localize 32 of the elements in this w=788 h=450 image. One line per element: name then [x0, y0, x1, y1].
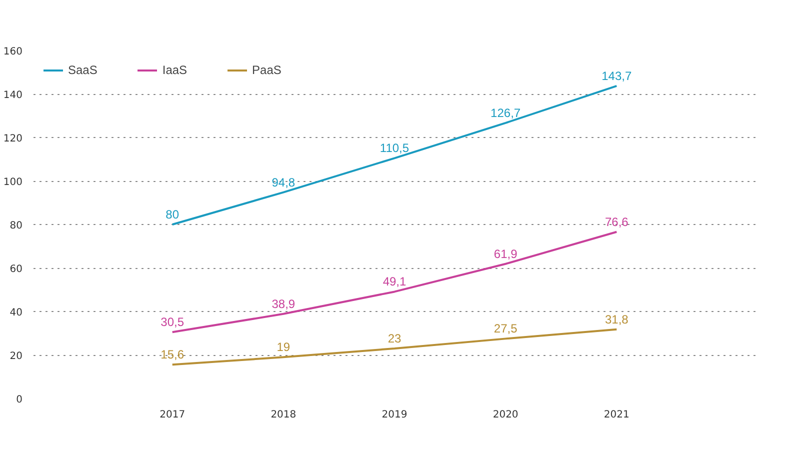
- data-label: 31,8: [604, 312, 629, 326]
- y-tick-label: 40: [10, 308, 23, 318]
- y-tick-label: 160: [3, 46, 23, 58]
- y-tick-label: 100: [3, 177, 23, 188]
- legend-label: SaaS: [68, 63, 98, 77]
- y-tick-label: 20: [10, 351, 23, 362]
- y-tick-label: 120: [3, 134, 23, 144]
- data-label: 143,7: [602, 68, 632, 83]
- data-label: 80: [166, 208, 180, 222]
- data-label: 49,1: [382, 274, 407, 289]
- x-tick-label: 2019: [382, 410, 408, 420]
- y-tick-label: 0: [16, 394, 23, 406]
- data-label: 126,7: [490, 106, 521, 120]
- x-tick-label: 2018: [270, 410, 296, 420]
- data-label: 23: [388, 331, 402, 346]
- y-tick-label: 60: [10, 264, 23, 275]
- x-tick-label: 2021: [604, 410, 630, 420]
- x-tick-label: 2020: [492, 410, 518, 420]
- data-label: 110,5: [380, 141, 410, 156]
- data-label: 94,8: [272, 175, 296, 190]
- data-label: 30,5: [160, 315, 184, 330]
- legend-label: PaaS: [252, 63, 282, 77]
- data-label: 38,9: [272, 296, 296, 311]
- data-label: 76,6: [604, 214, 629, 229]
- y-tick-label: 80: [10, 220, 23, 232]
- x-tick-label: 2017: [160, 410, 186, 420]
- data-label: 61,9: [494, 246, 518, 261]
- data-label: 19: [276, 340, 290, 354]
- legend-label: IaaS: [162, 63, 188, 77]
- y-tick-label: 140: [3, 90, 23, 101]
- data-label: 15,6: [160, 348, 184, 362]
- data-label: 27,5: [494, 322, 518, 336]
